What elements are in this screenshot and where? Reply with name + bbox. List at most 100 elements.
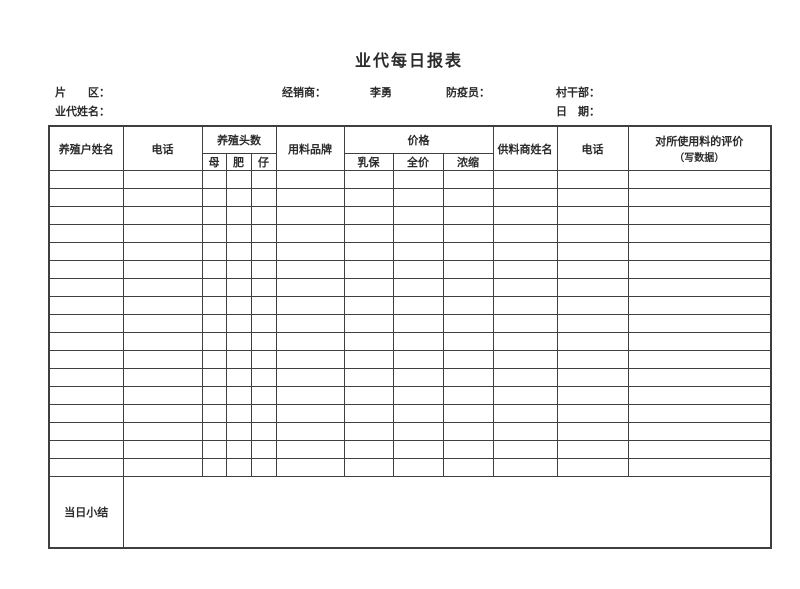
table-cell[interactable] <box>48 278 124 297</box>
table-cell[interactable] <box>556 224 629 243</box>
table-cell[interactable] <box>343 242 394 261</box>
table-cell[interactable] <box>122 170 203 189</box>
table-cell[interactable] <box>492 224 558 243</box>
table-cell[interactable] <box>627 386 772 405</box>
table-cell[interactable] <box>392 188 444 207</box>
table-cell[interactable] <box>556 368 629 387</box>
table-cell[interactable] <box>48 224 124 243</box>
table-cell[interactable] <box>392 440 444 459</box>
table-cell[interactable] <box>250 260 277 279</box>
table-cell[interactable] <box>122 422 203 441</box>
table-cell[interactable] <box>225 278 252 297</box>
table-cell[interactable] <box>275 332 345 351</box>
table-cell[interactable] <box>225 188 252 207</box>
table-cell[interactable] <box>556 404 629 423</box>
table-cell[interactable] <box>442 188 494 207</box>
table-cell[interactable] <box>442 422 494 441</box>
table-cell[interactable] <box>201 296 227 315</box>
table-cell[interactable] <box>492 458 558 477</box>
table-cell[interactable] <box>392 278 444 297</box>
table-cell[interactable] <box>250 458 277 477</box>
table-cell[interactable] <box>627 440 772 459</box>
table-cell[interactable] <box>122 404 203 423</box>
table-cell[interactable] <box>392 170 444 189</box>
table-cell[interactable] <box>275 440 345 459</box>
table-cell[interactable] <box>627 368 772 387</box>
table-cell[interactable] <box>492 314 558 333</box>
table-cell[interactable] <box>201 350 227 369</box>
table-cell[interactable] <box>225 368 252 387</box>
table-cell[interactable] <box>201 278 227 297</box>
table-cell[interactable] <box>392 206 444 225</box>
table-cell[interactable] <box>343 260 394 279</box>
table-cell[interactable] <box>442 332 494 351</box>
table-cell[interactable] <box>343 350 394 369</box>
table-cell[interactable] <box>442 224 494 243</box>
table-cell[interactable] <box>225 224 252 243</box>
table-cell[interactable] <box>392 386 444 405</box>
table-cell[interactable] <box>225 440 252 459</box>
table-cell[interactable] <box>492 404 558 423</box>
table-cell[interactable] <box>492 386 558 405</box>
table-cell[interactable] <box>48 422 124 441</box>
table-cell[interactable] <box>201 170 227 189</box>
table-cell[interactable] <box>442 440 494 459</box>
table-cell[interactable] <box>225 314 252 333</box>
table-cell[interactable] <box>492 278 558 297</box>
table-cell[interactable] <box>627 242 772 261</box>
table-cell[interactable] <box>492 332 558 351</box>
table-cell[interactable] <box>492 206 558 225</box>
table-cell[interactable] <box>275 422 345 441</box>
table-cell[interactable] <box>48 350 124 369</box>
table-cell[interactable] <box>556 242 629 261</box>
table-cell[interactable] <box>627 188 772 207</box>
table-cell[interactable] <box>392 332 444 351</box>
table-cell[interactable] <box>343 386 394 405</box>
table-cell[interactable] <box>627 350 772 369</box>
table-cell[interactable] <box>627 260 772 279</box>
table-cell[interactable] <box>275 404 345 423</box>
table-cell[interactable] <box>627 314 772 333</box>
table-cell[interactable] <box>343 368 394 387</box>
table-cell[interactable] <box>275 458 345 477</box>
table-cell[interactable] <box>343 170 394 189</box>
table-cell[interactable] <box>201 422 227 441</box>
table-cell[interactable] <box>225 296 252 315</box>
table-cell[interactable] <box>556 350 629 369</box>
table-cell[interactable] <box>556 170 629 189</box>
table-cell[interactable] <box>442 296 494 315</box>
table-cell[interactable] <box>275 350 345 369</box>
table-cell[interactable] <box>492 188 558 207</box>
table-cell[interactable] <box>556 314 629 333</box>
table-cell[interactable] <box>392 296 444 315</box>
table-cell[interactable] <box>442 260 494 279</box>
table-cell[interactable] <box>201 440 227 459</box>
table-cell[interactable] <box>392 422 444 441</box>
table-cell[interactable] <box>442 458 494 477</box>
table-cell[interactable] <box>201 404 227 423</box>
table-cell[interactable] <box>627 170 772 189</box>
table-cell[interactable] <box>343 458 394 477</box>
table-cell[interactable] <box>250 278 277 297</box>
table-cell[interactable] <box>392 260 444 279</box>
table-cell[interactable] <box>627 458 772 477</box>
table-cell[interactable] <box>275 260 345 279</box>
table-cell[interactable] <box>122 242 203 261</box>
table-cell[interactable] <box>392 314 444 333</box>
table-cell[interactable] <box>275 224 345 243</box>
table-cell[interactable] <box>48 170 124 189</box>
table-cell[interactable] <box>392 368 444 387</box>
table-cell[interactable] <box>48 404 124 423</box>
table-cell[interactable] <box>122 314 203 333</box>
table-cell[interactable] <box>225 170 252 189</box>
table-cell[interactable] <box>201 314 227 333</box>
table-cell[interactable] <box>492 350 558 369</box>
table-cell[interactable] <box>492 260 558 279</box>
table-cell[interactable] <box>225 350 252 369</box>
table-cell[interactable] <box>627 404 772 423</box>
table-cell[interactable] <box>275 368 345 387</box>
table-cell[interactable] <box>343 224 394 243</box>
table-cell[interactable] <box>556 296 629 315</box>
table-cell[interactable] <box>250 350 277 369</box>
table-cell[interactable] <box>48 260 124 279</box>
